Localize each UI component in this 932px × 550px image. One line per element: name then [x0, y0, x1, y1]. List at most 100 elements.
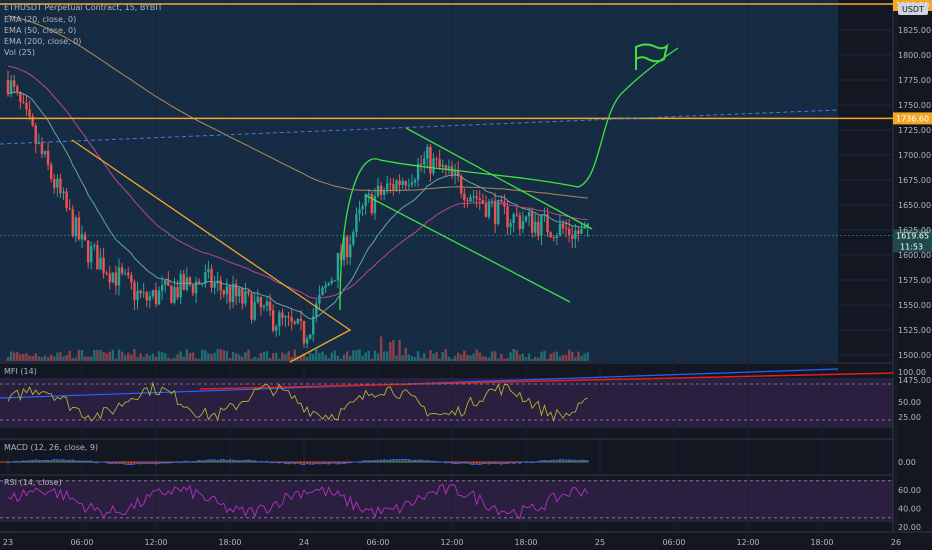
indicator-lines — [0, 381, 893, 520]
volume-bar — [419, 357, 423, 361]
indicator-legend-ema200[interactable]: EMA (200, close, 0) — [4, 37, 81, 46]
indicator-legend-vol[interactable]: Vol (25) — [4, 48, 35, 57]
volume-bar — [364, 352, 367, 361]
macd-histogram-bar — [540, 460, 543, 463]
volume-bar — [53, 356, 56, 361]
volume-bar — [130, 354, 133, 361]
volume-bar — [481, 356, 485, 361]
macd-histogram-bar — [417, 460, 420, 463]
rsi-legend[interactable]: RSI (14, close) — [4, 478, 62, 487]
price-tick-label: 1725.00 — [898, 126, 931, 135]
mfi-legend[interactable]: MFI (14) — [4, 367, 37, 376]
candle-body — [453, 170, 457, 175]
volume-bar — [339, 358, 343, 361]
candle-body — [472, 196, 475, 198]
red-support-line — [199, 372, 894, 390]
indicator-legend-ema50[interactable]: EMA (50, close, 0) — [4, 26, 76, 35]
candle-body — [460, 176, 463, 194]
macd-histogram-bar — [87, 461, 90, 463]
ema-lines — [7, 15, 588, 320]
candle-body — [530, 212, 534, 233]
volume-bar — [256, 357, 259, 361]
macd-histogram-bar — [315, 462, 318, 464]
candle-body — [481, 200, 485, 204]
candle-body — [12, 80, 16, 87]
macd-histogram-bar — [84, 460, 87, 463]
volume-bar — [191, 352, 195, 361]
volume-bar — [564, 354, 568, 361]
candle-body — [423, 158, 426, 165]
candle-body — [19, 91, 22, 102]
volume-bar — [250, 358, 253, 361]
candle-body — [555, 235, 559, 239]
candle-body — [444, 164, 448, 169]
currency-badge[interactable] — [898, 3, 928, 15]
macd-histogram-bar — [457, 462, 460, 464]
candle-body — [213, 283, 216, 288]
candle-body — [407, 184, 411, 186]
candle-body — [62, 191, 65, 194]
candle-body — [355, 214, 358, 233]
macd-histogram-bar — [192, 461, 194, 463]
volume-bar — [160, 352, 164, 361]
candle-body — [28, 109, 31, 117]
candle-body — [228, 286, 232, 302]
volume-bar — [327, 358, 330, 361]
candle-body — [6, 80, 10, 94]
candle-body — [241, 288, 244, 304]
candle-body — [567, 228, 571, 235]
candle-body — [389, 183, 392, 185]
macd-histogram-bar — [488, 462, 490, 465]
candle-body — [207, 268, 210, 273]
candle-body — [265, 301, 269, 306]
macd-histogram-bar — [370, 460, 373, 463]
volume-bar — [558, 356, 562, 361]
macd-histogram-bar — [312, 462, 315, 465]
candle-body — [469, 197, 472, 202]
volume-bar — [312, 353, 315, 361]
volume-bar — [330, 352, 333, 361]
candle-body — [290, 317, 293, 322]
candle-body — [259, 296, 263, 308]
volume-bar — [278, 358, 281, 361]
volume-bar — [6, 356, 10, 361]
candle-body — [268, 301, 272, 311]
volume-bar — [487, 357, 491, 361]
macd-histogram-bar — [568, 460, 571, 463]
macd-histogram-bar — [506, 462, 509, 464]
volume-bar — [157, 351, 161, 361]
macd-legend[interactable]: MACD (12, 26, close, 9) — [4, 443, 98, 452]
macd-histogram-bar — [235, 460, 238, 463]
candle-body — [392, 183, 395, 190]
candle-body — [416, 163, 420, 180]
volume-bar — [416, 351, 420, 361]
volume-bar — [210, 354, 213, 361]
candle-body — [96, 245, 99, 270]
candle-body — [352, 232, 355, 245]
macd-histogram-bar — [34, 459, 37, 463]
time-tick-label: 06:00 — [366, 538, 389, 547]
macd-histogram-bar — [420, 459, 423, 463]
candle-body — [250, 293, 253, 320]
candle-body — [154, 289, 158, 305]
macd-histogram-bar — [392, 459, 395, 463]
volume-bar — [290, 357, 293, 361]
macd-histogram-bar — [266, 461, 268, 463]
candle-body — [339, 253, 343, 260]
macd-histogram-bar — [130, 462, 133, 466]
time-tick-label: 23 — [3, 538, 13, 547]
time-tick-label: 18:00 — [514, 538, 537, 547]
macd-histogram-bar — [558, 459, 561, 463]
volume-bar — [413, 357, 417, 361]
macd-histogram-bar — [210, 459, 213, 463]
candle-body — [549, 232, 552, 238]
macd-histogram-bar — [65, 460, 68, 463]
candle-body — [25, 102, 28, 110]
candle-body — [176, 287, 179, 298]
volume-bar — [22, 353, 25, 361]
macd-histogram-bar — [182, 461, 185, 463]
candle-body — [83, 234, 87, 241]
volume-bar — [268, 357, 272, 361]
indicator-legend-ema20[interactable]: EMA (20, close, 0) — [4, 15, 76, 24]
